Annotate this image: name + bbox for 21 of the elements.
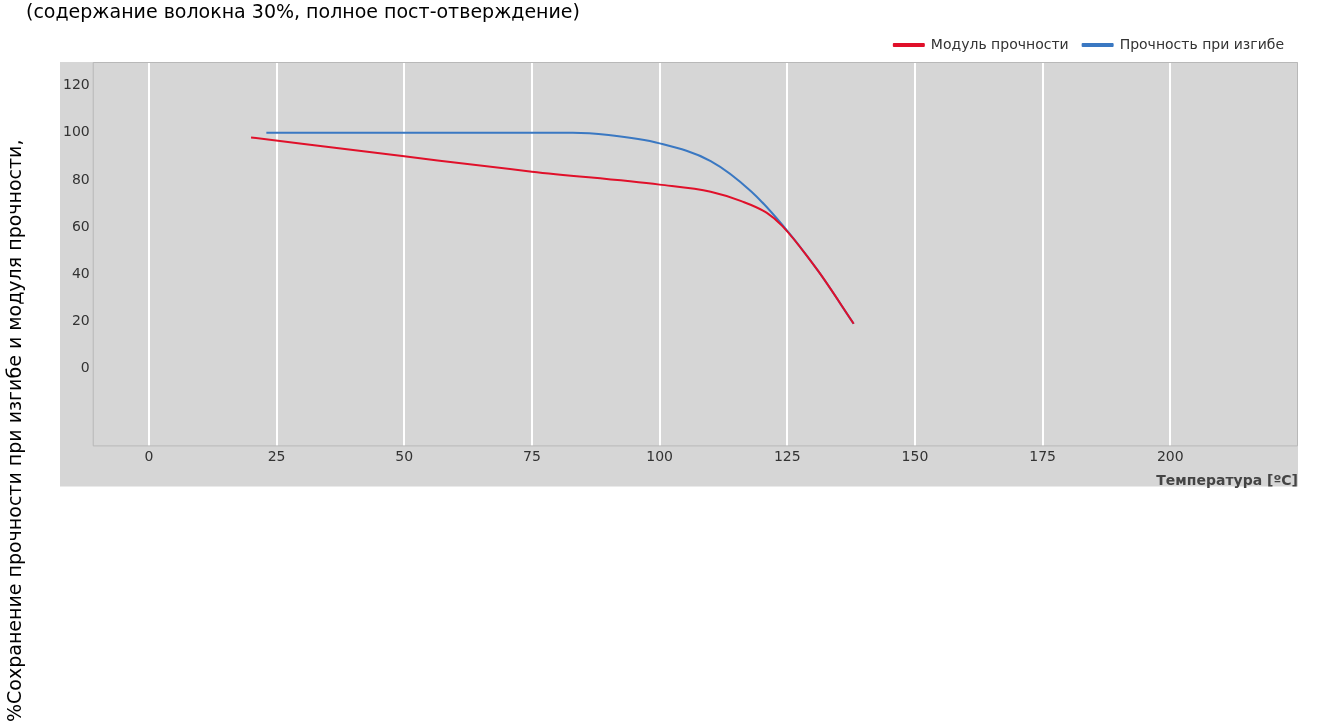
y-tick-label: 120 (62, 76, 90, 93)
x-tick-label: 100 (646, 448, 673, 465)
legend-label: Модуль прочности (930, 35, 1069, 52)
chart-title: (содержание волокна 30%, полное пост-отверждение) (26, 0, 580, 22)
y-axis-title: %Сохранение прочности при изгибе и модуля прочности, (2, 139, 26, 722)
x-tick-label: 175 (1029, 448, 1057, 465)
x-tick-label: 125 (773, 448, 801, 465)
y-tick-label: 0 (80, 359, 90, 376)
x-tick-label: 200 (1156, 448, 1184, 465)
y-tick-label: 40 (71, 264, 90, 281)
y-tick-label: 100 (62, 123, 90, 140)
y-tick-label: 20 (71, 312, 90, 329)
x-tick-label: 75 (523, 448, 541, 465)
x-tick-label: 150 (901, 448, 929, 465)
y-tick-label: 60 (71, 217, 90, 234)
x-tick-label: 0 (144, 448, 154, 465)
legend-label: Прочность при изгибе (1119, 35, 1284, 52)
x-tick-label: 50 (395, 448, 414, 465)
x-tick-label: 25 (267, 448, 286, 465)
y-tick-label: 80 (71, 170, 90, 187)
x-axis-title: Температура [ºC] (1156, 472, 1298, 489)
